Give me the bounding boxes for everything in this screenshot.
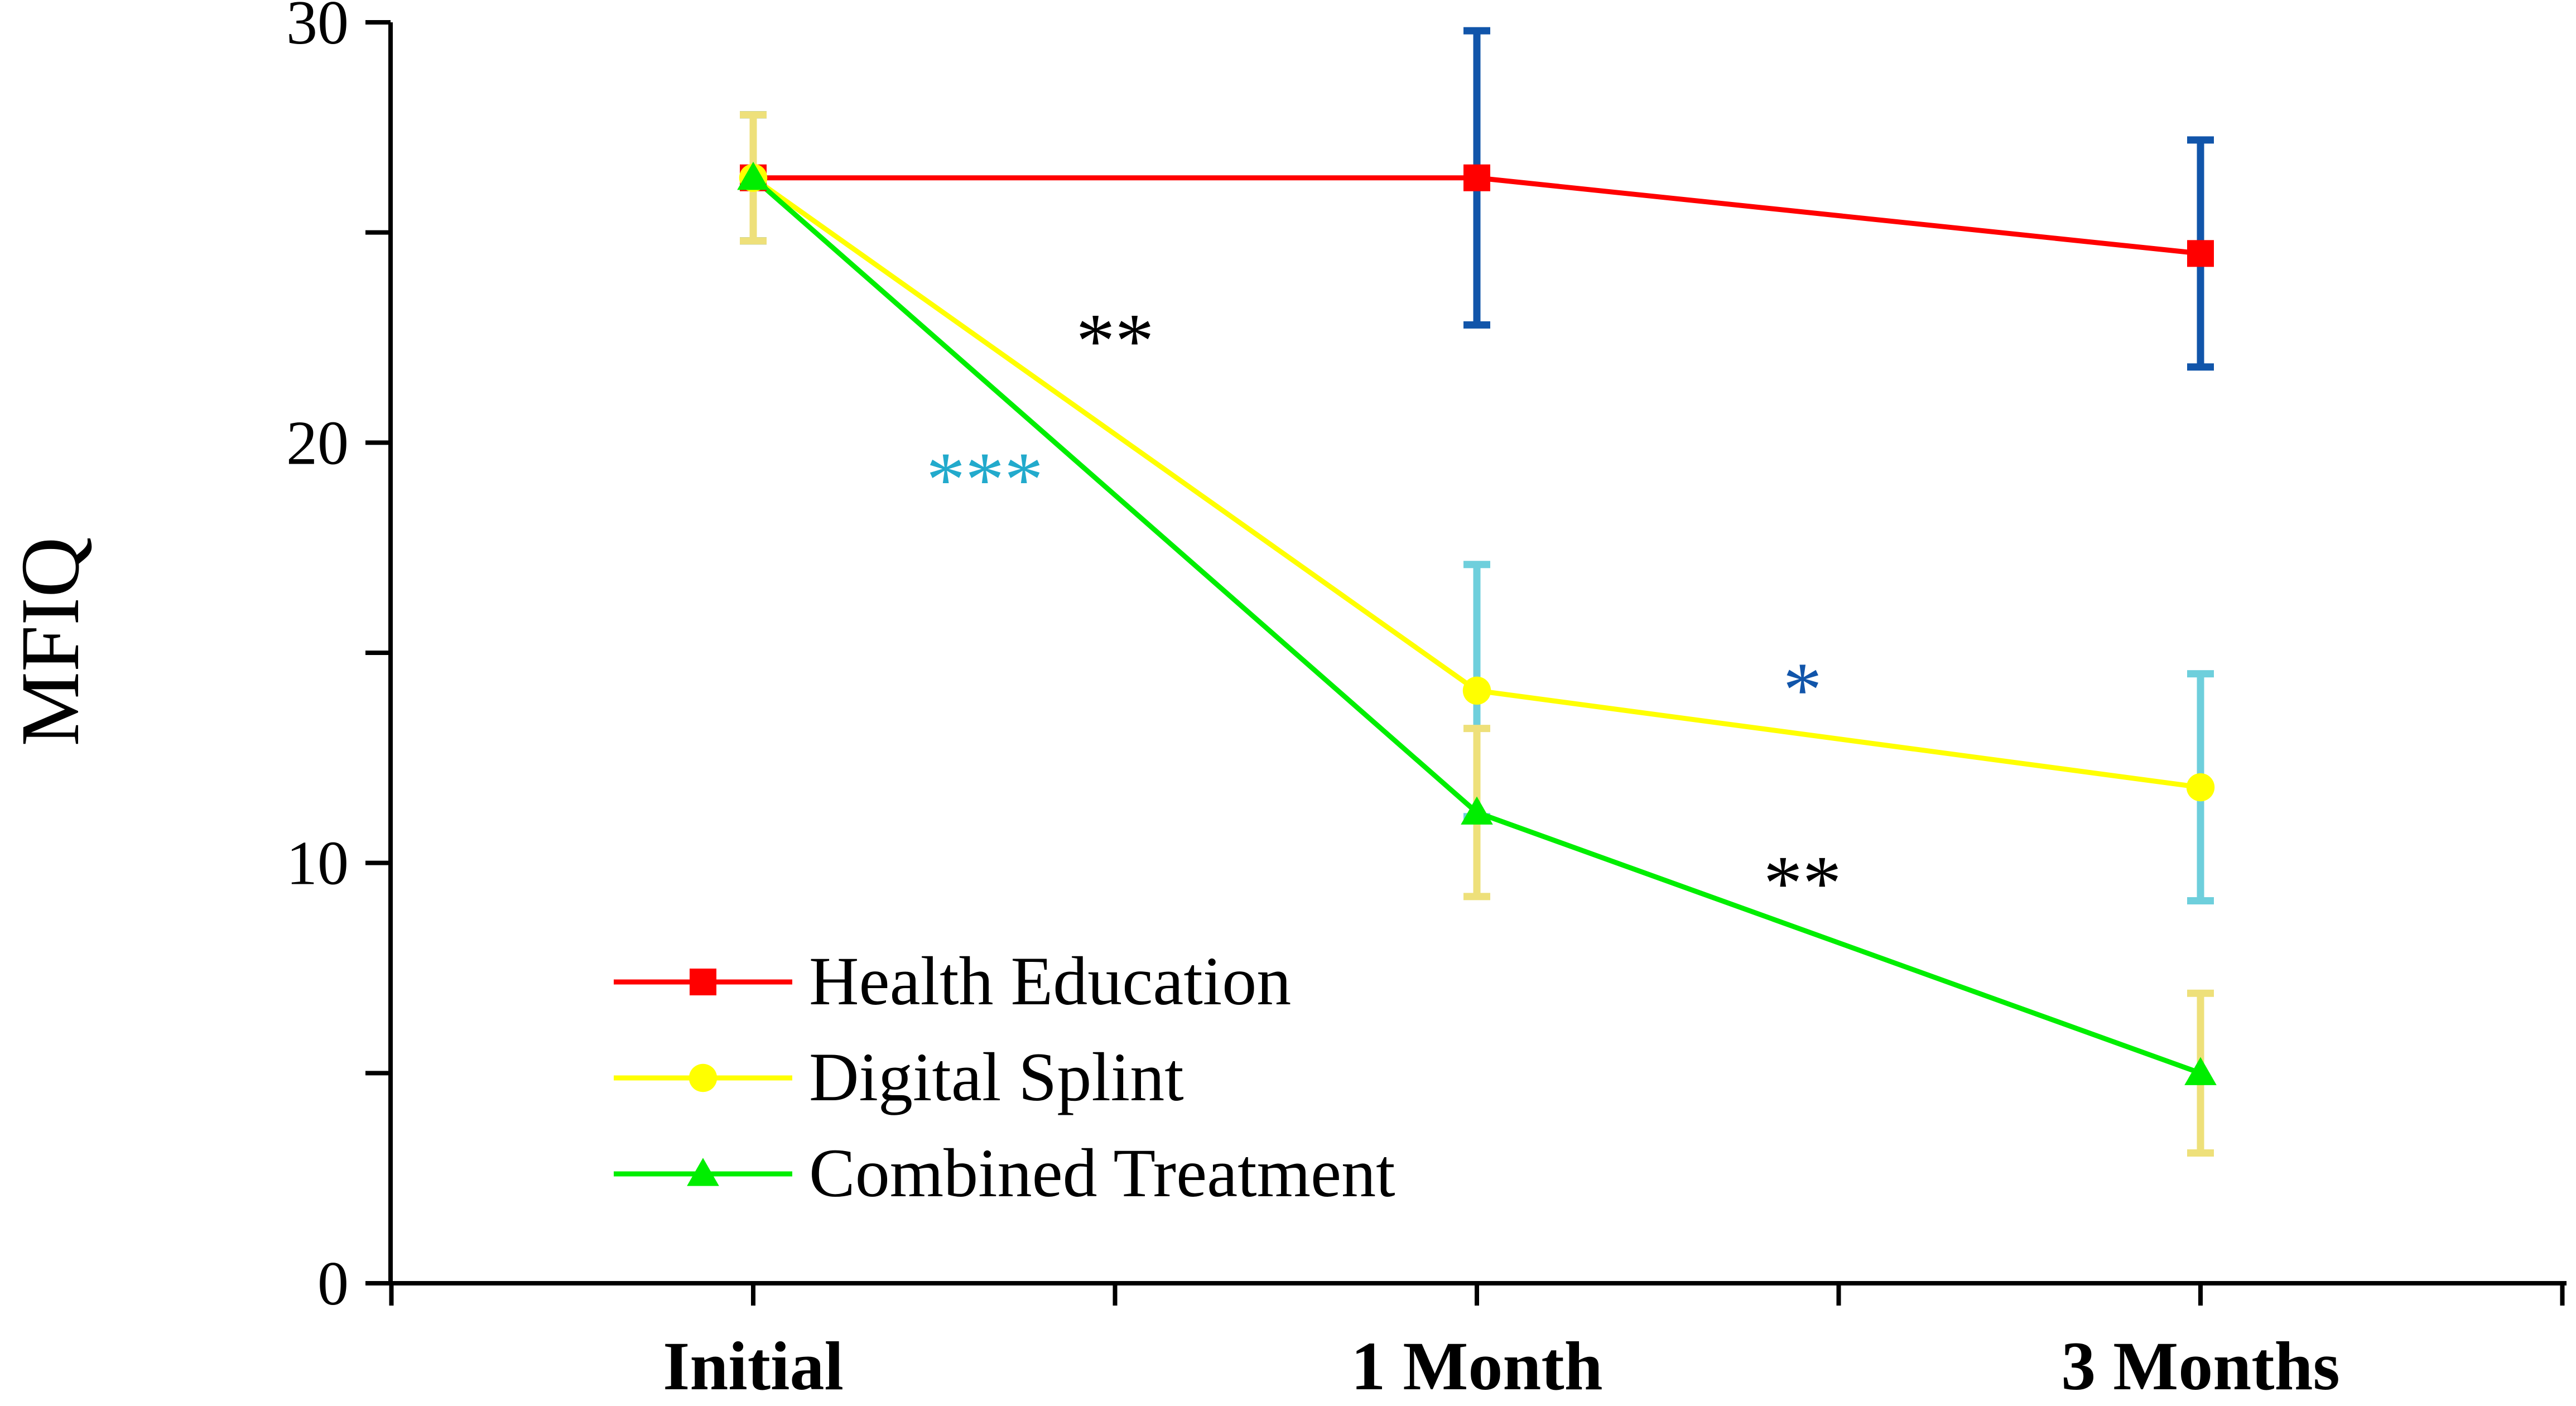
legend-label: Health Education <box>809 943 1291 1019</box>
x-tick-label: Initial <box>663 1328 844 1404</box>
y-tick-label: 20 <box>286 408 349 478</box>
data-point <box>687 1158 719 1186</box>
data-point <box>690 969 716 995</box>
data-point <box>2187 240 2214 267</box>
significance-annotation: *** <box>926 436 1043 523</box>
significance-annotation: ** <box>1076 298 1154 384</box>
significance-annotation: ** <box>1764 840 1842 927</box>
data-point <box>1461 796 1493 825</box>
data-point <box>2186 773 2215 802</box>
legend-entry: Health Education <box>614 943 1291 1019</box>
legend-entry: Digital Splint <box>614 1039 1184 1115</box>
legend-entry: Combined Treatment <box>614 1135 1395 1211</box>
data-point <box>1463 164 1490 191</box>
data-point <box>1462 676 1491 705</box>
data-point <box>2184 1057 2217 1085</box>
legend-label: Combined Treatment <box>809 1135 1395 1211</box>
y-tick-label: 10 <box>286 829 349 898</box>
legend-label: Digital Splint <box>809 1039 1184 1115</box>
data-point <box>688 1063 718 1092</box>
x-tick-label: 3 Months <box>2061 1328 2340 1404</box>
x-tick-label: 1 Month <box>1351 1328 1602 1404</box>
y-tick-label: 30 <box>286 0 349 57</box>
significance-annotation: * <box>1783 647 1822 733</box>
data-point <box>737 161 769 190</box>
y-tick-label: 0 <box>317 1249 349 1318</box>
axes: 0 10 20 30 Initial 1 Month 3 Months <box>286 0 2567 1404</box>
y-axis-label: MFIQ <box>4 537 97 746</box>
legend: Health Education Digital Splint Combined T… <box>614 943 1395 1211</box>
annotations: ******** <box>926 298 1842 927</box>
series-markers <box>737 161 2217 1085</box>
